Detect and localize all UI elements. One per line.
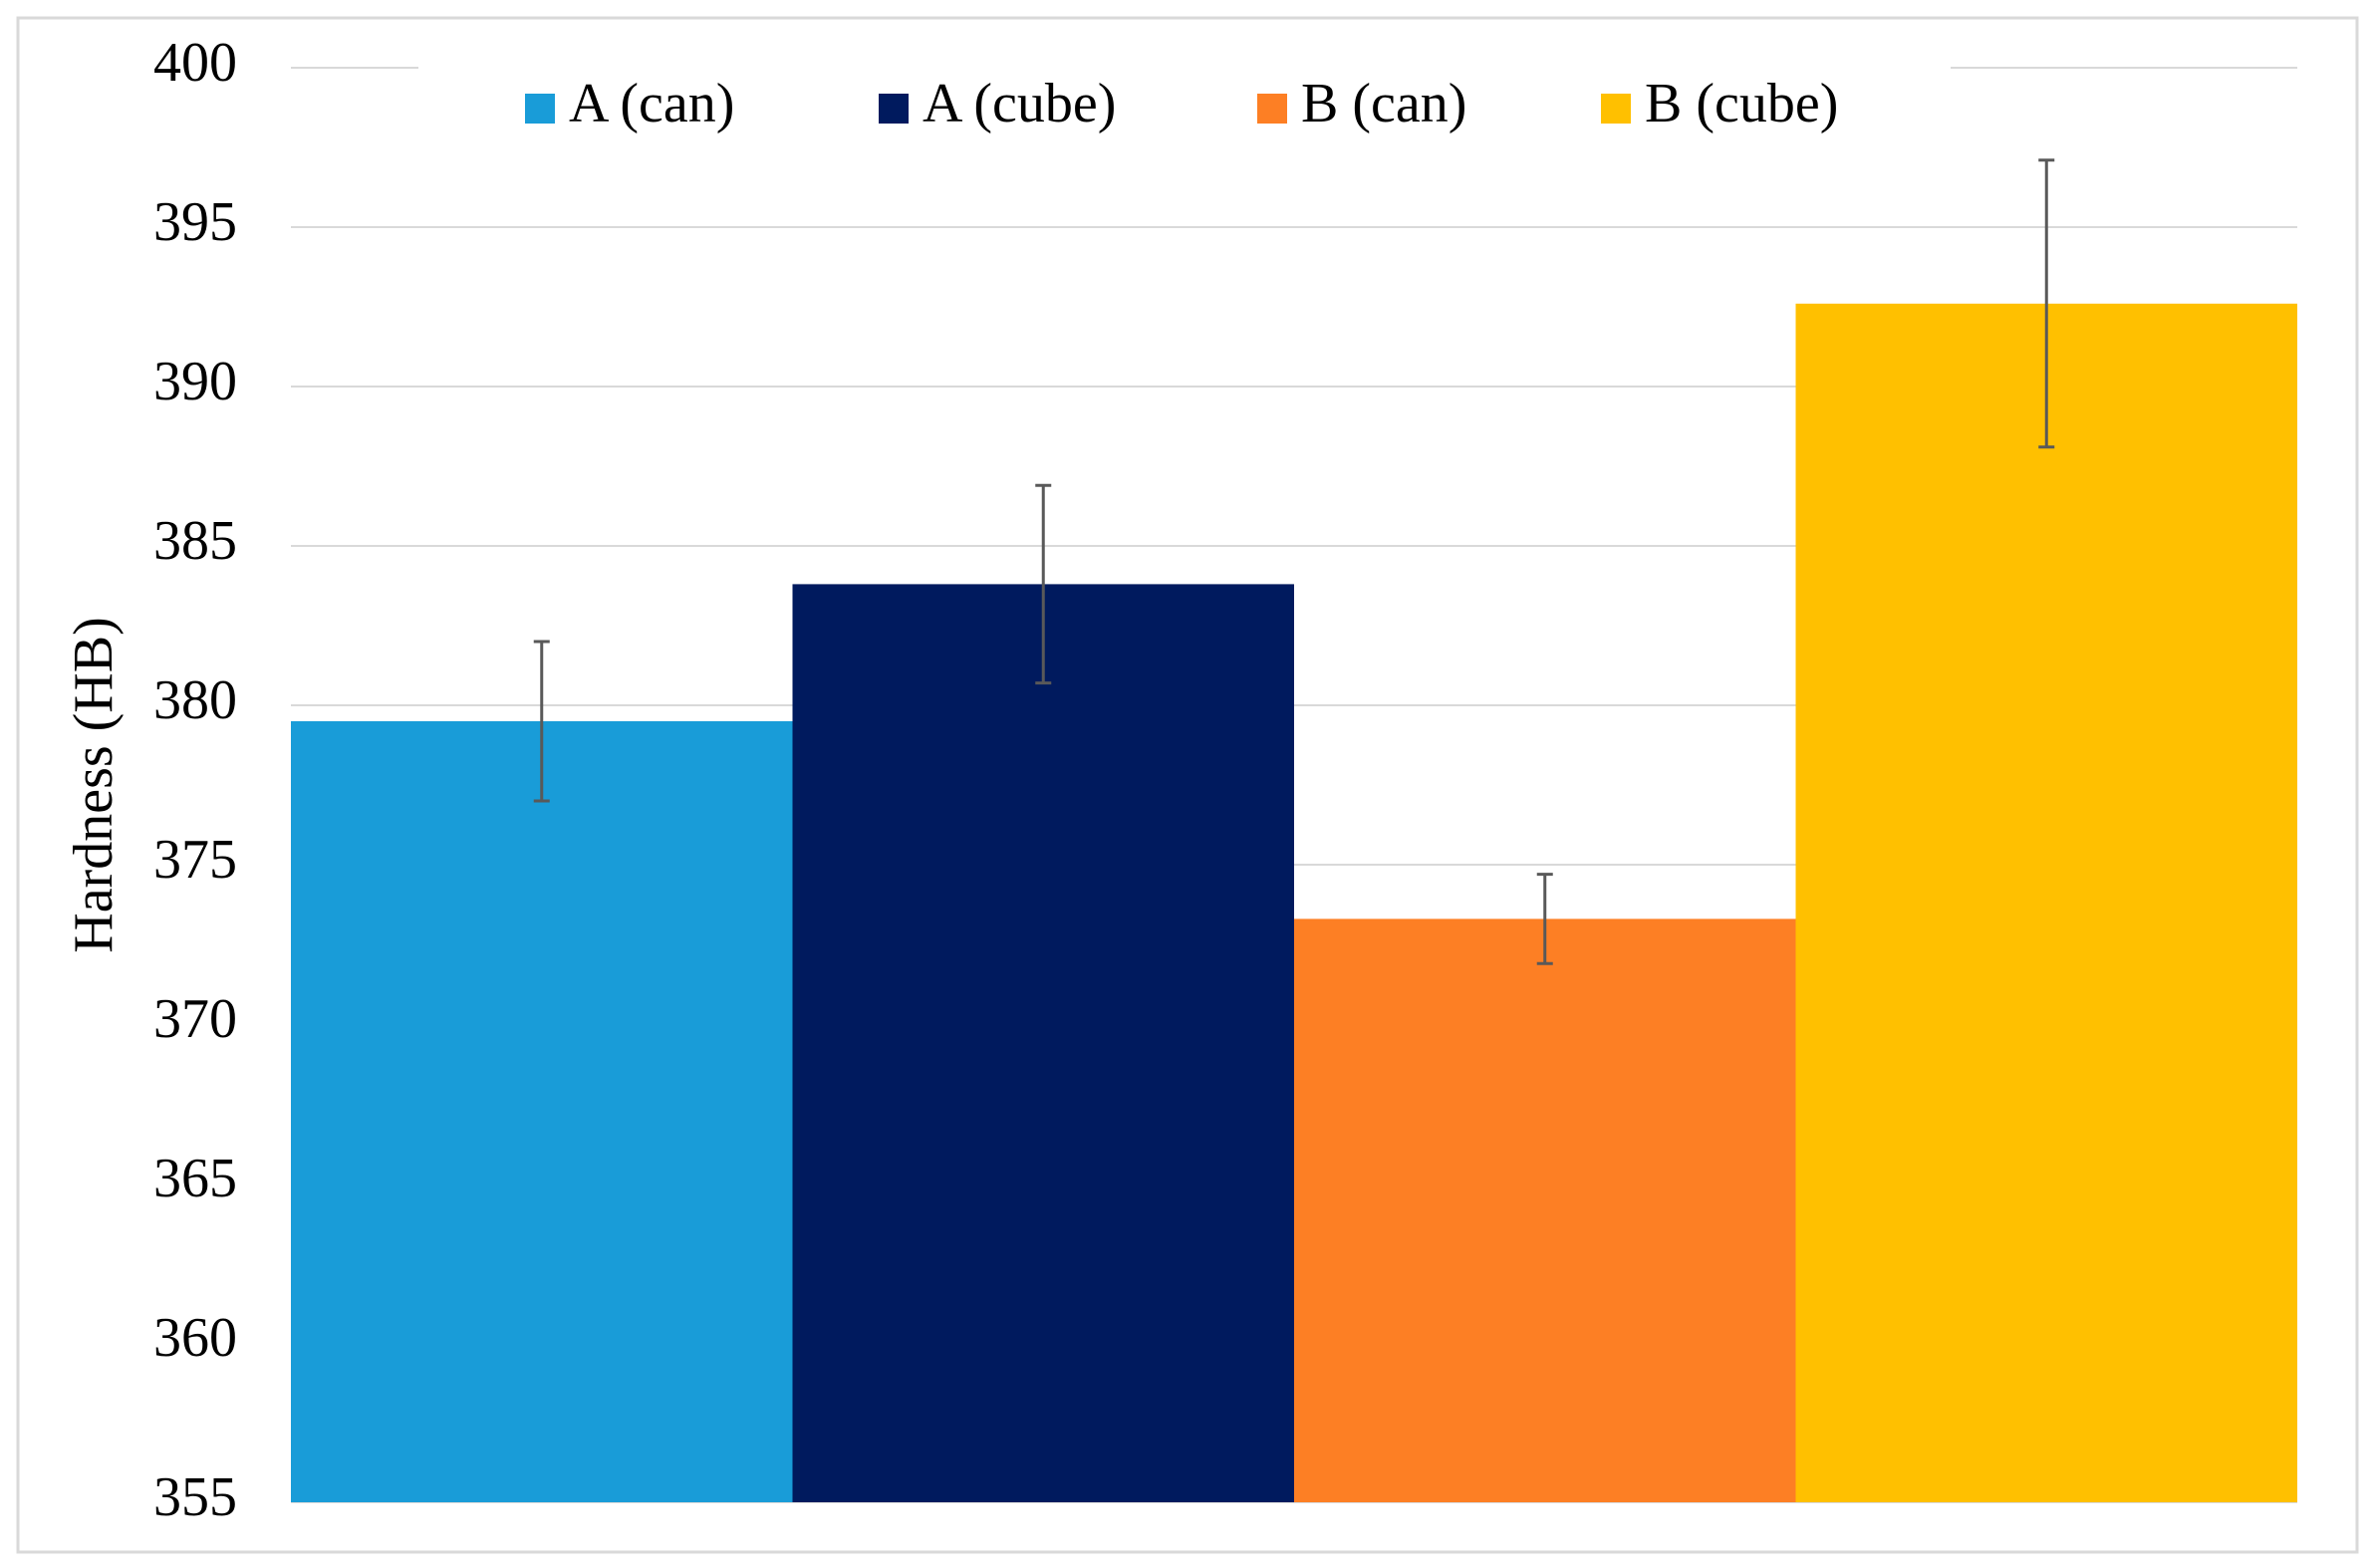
y-tick-label: 360 (153, 1307, 237, 1369)
y-tick-label: 390 (153, 351, 237, 412)
legend-swatch (879, 94, 909, 124)
y-tick-label: 380 (153, 669, 237, 731)
legend-label: B (cube) (1645, 73, 1838, 134)
bar (1795, 303, 2297, 1502)
legend-swatch (525, 94, 555, 124)
y-tick-label: 385 (153, 510, 237, 572)
legend-label: A (cube) (923, 73, 1116, 134)
legend-label: A (can) (569, 73, 734, 134)
legend-swatch (1257, 94, 1287, 124)
bar (291, 721, 793, 1502)
legend-swatch (1601, 94, 1631, 124)
y-tick-label: 375 (153, 829, 237, 891)
y-tick-label: 365 (153, 1148, 237, 1209)
bar (1294, 918, 1796, 1502)
y-tick-label: 400 (153, 32, 237, 94)
y-tick-label: 395 (153, 191, 237, 253)
bar (792, 584, 1294, 1502)
legend-label: B (can) (1301, 73, 1466, 134)
y-axis-title: Hardness (HB) (63, 617, 125, 952)
y-tick-label: 370 (153, 988, 237, 1050)
y-tick-label: 355 (153, 1466, 237, 1528)
legend-background (418, 60, 1951, 159)
